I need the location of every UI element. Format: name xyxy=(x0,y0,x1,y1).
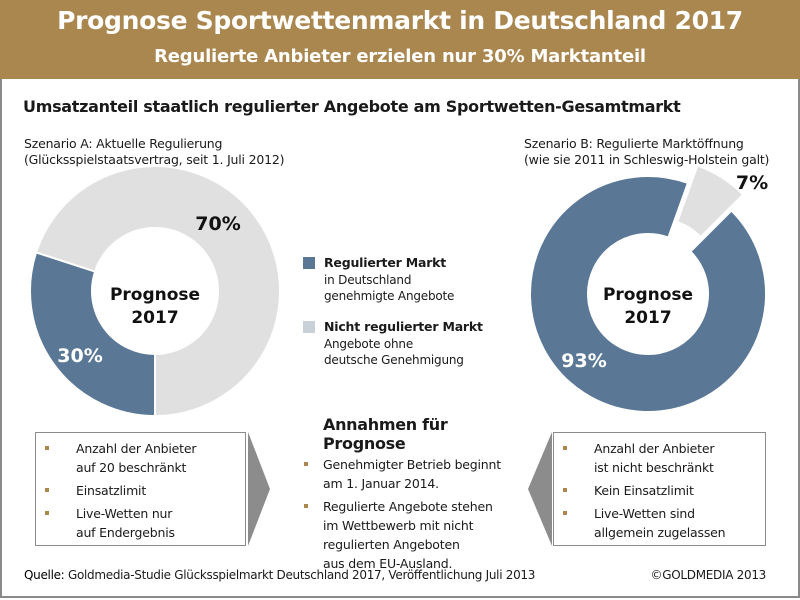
page-subtitle: Regulierte Anbieter erzielen nur 30% Mar… xyxy=(154,46,646,67)
legend-description: in Deutschland xyxy=(324,273,412,287)
bullet-icon xyxy=(563,511,567,515)
page-title: Prognose Sportwettenmarkt in Deutschland… xyxy=(57,6,743,35)
assumptions-section: Annahmen für Prognose Genehmigter Betrie… xyxy=(301,415,531,577)
chart-legend: Regulierter Markt in Deutschland genehmi… xyxy=(303,254,483,382)
bullet-icon xyxy=(45,446,49,450)
bullet-text: Kein Einsatzlimit xyxy=(594,483,694,498)
legend-swatch-unregulated xyxy=(303,321,315,333)
bullet-item: Live-Wetten sind allgemein zugelassen xyxy=(554,504,765,542)
donut-chart-scenario-b: 93% 7% Prognose 2017 xyxy=(529,164,768,413)
slice-value-label: 7% xyxy=(736,172,768,194)
scenario-b-notes-box: Anzahl der Anbieter ist nicht beschränkt K… xyxy=(553,432,766,546)
legend-description: Angebote ohne xyxy=(324,337,414,351)
legend-item-regulated: Regulierter Markt in Deutschland genehmi… xyxy=(303,254,483,304)
scenario-b-heading: Szenario B: Regulierte Marktöffnung (wie… xyxy=(524,136,769,168)
donut-slice-regulated xyxy=(29,251,156,418)
donut-center-label: 2017 xyxy=(624,308,671,328)
scenario-a-subtitle: (Glücksspielstaatsvertrag, seit 1. Juli … xyxy=(24,152,285,167)
donut-center-label: 2017 xyxy=(131,308,178,328)
bullet-item: Regulierte Angebote stehen im Wettbewerb … xyxy=(301,497,531,573)
bullet-text: Anzahl der Anbieter xyxy=(594,441,715,456)
bullet-icon xyxy=(45,488,49,492)
donut-center-label: Prognose xyxy=(603,285,693,305)
scenario-a-notes-box: Anzahl der Anbieter auf 20 beschränkt Eins… xyxy=(35,432,246,546)
arrow-left-icon xyxy=(528,432,552,546)
bullet-text: regulierten Angeboten xyxy=(323,537,460,552)
bullet-text: Regulierte Angebote stehen xyxy=(323,499,493,514)
bullet-item: Anzahl der Anbieter ist nicht beschränkt xyxy=(554,439,765,477)
slice-value-label: 70% xyxy=(195,213,240,235)
assumptions-list: Genehmigter Betrieb beginnt am 1. Januar … xyxy=(301,455,531,573)
bullet-item: Live-Wetten nur auf Endergebnis xyxy=(36,504,245,542)
bullet-icon xyxy=(304,462,308,466)
scenario-b-subtitle: (wie sie 2011 in Schleswig-Holstein galt… xyxy=(524,152,770,167)
bullet-item: Kein Einsatzlimit xyxy=(554,481,765,500)
slice-value-label: 93% xyxy=(561,350,606,372)
bullet-icon xyxy=(563,446,567,450)
bullet-icon xyxy=(45,511,49,515)
source-note: Quelle: Goldmedia-Studie Glücksspielmark… xyxy=(24,568,535,582)
donut-slice-unregulated xyxy=(675,164,745,239)
source-text: Goldmedia-Studie Glücksspielmarkt Deutsc… xyxy=(64,568,536,582)
legend-title: Nicht regulierter Markt xyxy=(324,319,483,334)
bullet-text: Live-Wetten nur xyxy=(76,506,173,521)
chart-title: Umsatzanteil staatlich regulierter Angeb… xyxy=(23,97,681,116)
bullet-text: ist nicht beschränkt xyxy=(594,460,714,475)
bullet-text: Einsatzlimit xyxy=(76,483,147,498)
bullet-text: Genehmigter Betrieb beginnt xyxy=(323,457,501,472)
bullet-text: im Wettbewerb mit nicht xyxy=(323,518,474,533)
bullet-icon xyxy=(304,504,308,508)
arrow-right-icon xyxy=(248,432,270,546)
copyright: ©GOLDMEDIA 2013 xyxy=(650,568,767,582)
legend-description: genehmigte Angebote xyxy=(324,289,455,303)
scenario-a-notes-list: Anzahl der Anbieter auf 20 beschränkt Eins… xyxy=(36,433,245,542)
source-label: Quelle: xyxy=(24,568,65,582)
scenario-a-title: Szenario A: Aktuelle Regulierung xyxy=(24,136,223,151)
bullet-text: am 1. Januar 2014. xyxy=(323,476,439,491)
donut-chart-scenario-a: 30% 70% Prognose 2017 xyxy=(29,165,281,418)
slice-value-label: 30% xyxy=(57,345,102,367)
legend-description: deutsche Genehmigung xyxy=(324,353,464,367)
legend-item-unregulated: Nicht regulierter Markt Angebote ohne de… xyxy=(303,318,483,368)
bullet-text: Live-Wetten sind xyxy=(594,506,695,521)
bullet-text: auf 20 beschränkt xyxy=(76,460,187,475)
bullet-text: auf Endergebnis xyxy=(76,525,175,540)
bullet-item: Anzahl der Anbieter auf 20 beschränkt xyxy=(36,439,245,477)
scenario-b-title: Szenario B: Regulierte Marktöffnung xyxy=(524,136,744,151)
bullet-item: Einsatzlimit xyxy=(36,481,245,500)
donut-slice-unregulated xyxy=(34,165,281,418)
donut-center-label: Prognose xyxy=(110,285,200,305)
header-banner: Prognose Sportwettenmarkt in Deutschland… xyxy=(0,0,800,79)
bullet-icon xyxy=(563,488,567,492)
bullet-item: Genehmigter Betrieb beginnt am 1. Januar … xyxy=(301,455,531,493)
bullet-text: Anzahl der Anbieter xyxy=(76,441,197,456)
bullet-text: allgemein zugelassen xyxy=(594,525,726,540)
scenario-b-notes-list: Anzahl der Anbieter ist nicht beschränkt K… xyxy=(554,433,765,542)
legend-title: Regulierter Markt xyxy=(324,255,447,270)
assumptions-heading: Annahmen für Prognose xyxy=(323,415,448,453)
donut-slice-regulated xyxy=(529,175,767,413)
legend-swatch-regulated xyxy=(303,257,315,269)
scenario-a-heading: Szenario A: Aktuelle Regulierung (Glücks… xyxy=(24,136,284,168)
bullet-text: aus dem EU-Ausland. xyxy=(323,556,453,571)
